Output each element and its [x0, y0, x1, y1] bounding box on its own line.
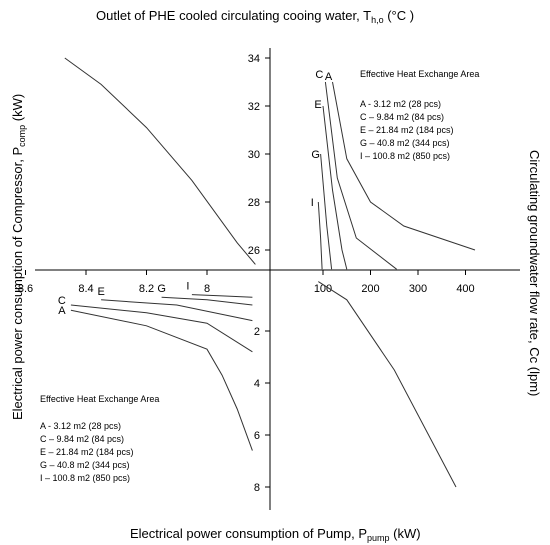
legend-lower-item: C – 9.84 m2 (84 pcs)	[40, 434, 124, 444]
pump-tick-label: 2	[254, 326, 260, 338]
series-label-e: E	[97, 286, 104, 298]
flow-tick-label: 300	[409, 283, 427, 295]
legend-lower-item: G – 40.8 m2 (344 pcs)	[40, 460, 130, 470]
quadrant-1-series-g	[320, 153, 333, 270]
quadrant-3-series-c	[70, 304, 253, 353]
legend-upper-item: E – 21.84 m2 (184 pcs)	[360, 125, 454, 135]
flow-tick-label: 200	[361, 283, 379, 295]
legend-lower-item: I – 100.8 m2 (850 pcs)	[40, 473, 130, 483]
legend-upper-title: Effective Heat Exchange Area	[360, 69, 479, 79]
bottom-axis-title: Electrical power consumption of Pump, Pp…	[130, 526, 421, 543]
temperature-tick-label: 34	[248, 53, 260, 65]
series-label-g: G	[311, 149, 320, 161]
series-layer	[64, 57, 476, 488]
legend-upper-item: C – 9.84 m2 (84 pcs)	[360, 112, 444, 122]
quadrant-2-series-curve	[64, 57, 256, 265]
pump-tick-label: 8	[254, 482, 260, 494]
top-axis-title: Outlet of PHE cooled circulating cooing …	[96, 8, 414, 25]
flow-tick-label: 400	[456, 283, 474, 295]
left-axis-title: Electrical power consumption of Compress…	[10, 94, 27, 420]
quadrant-1-series-a	[332, 81, 476, 251]
legend-upper-item: G – 40.8 m2 (344 pcs)	[360, 138, 450, 148]
axis-ticks: 26 28 30 32 34 8.6 8.4 8.2 8 100 200 300 400 2 4 6 8	[18, 53, 475, 494]
compressor-tick-label: 8.6	[18, 283, 33, 295]
pump-tick-label: 6	[254, 430, 260, 442]
quadrant-1-series-i	[317, 201, 323, 270]
quadrant-1-series-c	[324, 81, 397, 270]
compressor-tick-label: 8.2	[139, 283, 154, 295]
legend-upper-item: I – 100.8 m2 (850 pcs)	[360, 151, 450, 161]
series-label-e: E	[314, 99, 321, 111]
compressor-tick-label: 8.4	[78, 283, 93, 295]
quadrant-3-series-a	[70, 309, 253, 451]
series-label-c: C	[315, 69, 323, 81]
quadrant-3-series-g	[161, 296, 253, 306]
quadrant-4-series-curve	[318, 281, 457, 488]
quadrant-3-series-e	[101, 299, 253, 322]
temperature-tick-label: 28	[248, 197, 260, 209]
pump-tick-label: 4	[254, 378, 260, 390]
temperature-tick-label: 32	[248, 101, 260, 113]
right-axis-title: Circulating groundwater flow rate, Cc (l…	[527, 150, 542, 396]
temperature-tick-label: 26	[248, 245, 260, 257]
series-label-g: G	[157, 283, 166, 295]
compressor-tick-label: 8	[204, 283, 210, 295]
legend-upper-item: A - 3.12 m2 (28 pcs)	[360, 99, 441, 109]
quadrant-1-series-e	[322, 105, 348, 270]
temperature-tick-label: 30	[248, 149, 260, 161]
series-label-a: A	[58, 305, 66, 317]
flow-tick-label: 100	[314, 283, 332, 295]
series-label-c: C	[58, 295, 66, 307]
quadrant-3-series-i	[191, 294, 253, 298]
legend-lower-item: A - 3.12 m2 (28 pcs)	[40, 421, 121, 431]
series-label-a: A	[325, 71, 333, 83]
series-label-i: I	[311, 197, 314, 209]
series-label-i: I	[186, 281, 189, 293]
legend-lower-title: Effective Heat Exchange Area	[40, 394, 159, 404]
legend-upper: Effective Heat Exchange Area A - 3.12 m2…	[360, 69, 479, 161]
legend-lower: Effective Heat Exchange Area A - 3.12 m2…	[40, 394, 159, 483]
legend-lower-item: E – 21.84 m2 (184 pcs)	[40, 447, 134, 457]
